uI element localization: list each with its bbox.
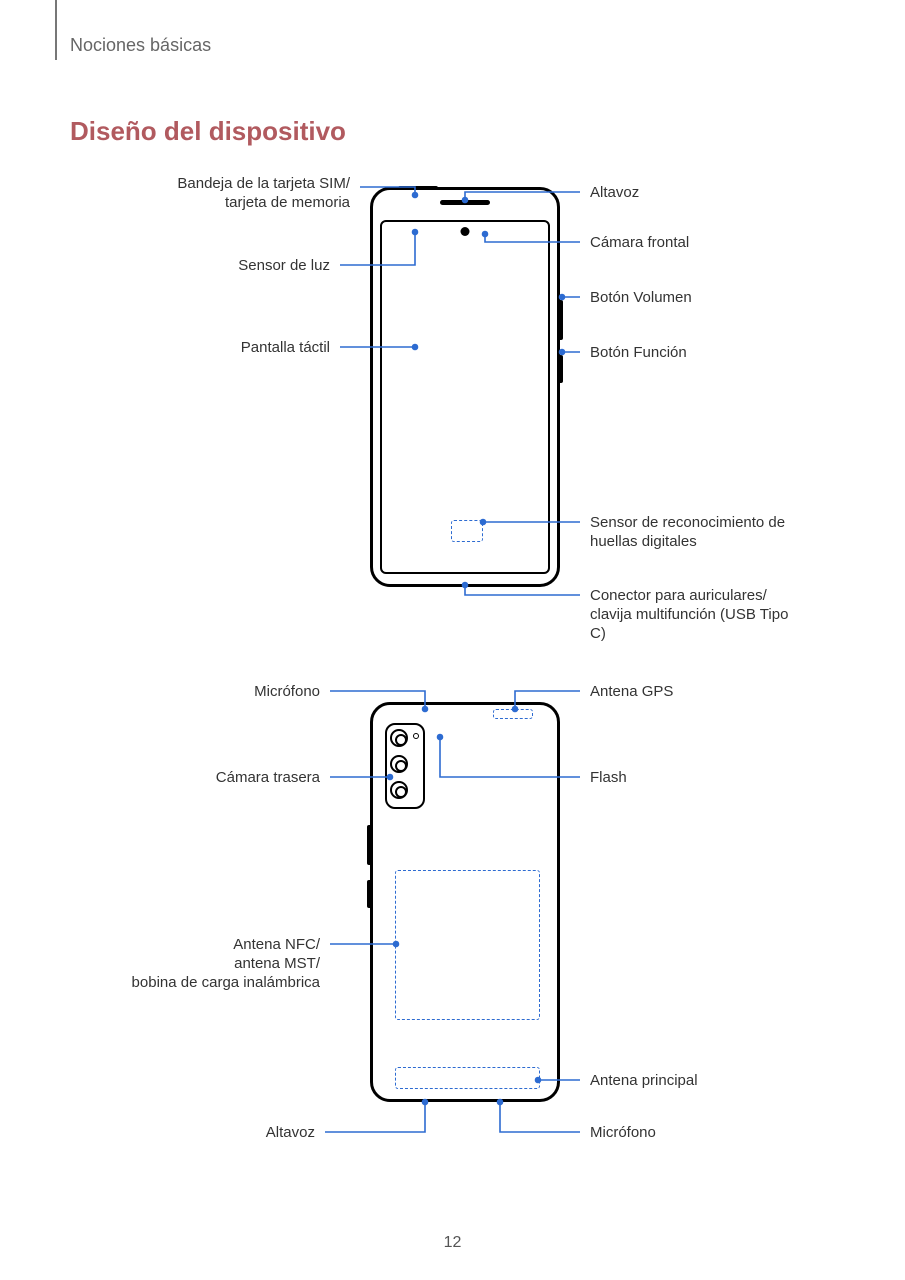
function-button-back-icon <box>367 880 373 908</box>
label-gps: Antena GPS <box>590 683 830 702</box>
fingerprint-sensor-icon <box>451 520 483 542</box>
phone-back <box>370 702 560 1102</box>
label-microphone-bottom: Micrófono <box>590 1124 830 1143</box>
label-speaker-back: Altavoz <box>70 1124 315 1143</box>
earpiece-icon <box>440 200 490 205</box>
rear-camera-module-icon <box>385 723 425 809</box>
rear-lens-icon <box>390 755 408 773</box>
page: Nociones básicas Diseño del dispositivo <box>0 0 905 1280</box>
label-usb: Conector para auriculares/clavija multif… <box>590 587 800 643</box>
breadcrumb: Nociones básicas <box>70 35 845 56</box>
label-volume-button: Botón Volumen <box>590 289 830 308</box>
label-touchscreen: Pantalla táctil <box>70 339 330 358</box>
label-main-antenna: Antena principal <box>590 1072 830 1091</box>
header-rule <box>55 0 57 60</box>
sim-slot-icon <box>398 186 438 190</box>
front-camera-icon <box>461 227 470 236</box>
gps-antenna-icon <box>493 709 533 719</box>
label-speaker-front: Altavoz <box>590 184 830 203</box>
volume-button-back-icon <box>367 825 373 865</box>
phone-front <box>370 187 560 587</box>
page-number: 12 <box>0 1234 905 1252</box>
diagram-area: Bandeja de la tarjeta SIM/tarjeta de mem… <box>70 157 850 1177</box>
function-button-icon <box>557 355 563 383</box>
label-light-sensor: Sensor de luz <box>70 257 330 276</box>
main-antenna-icon <box>395 1067 540 1089</box>
label-rear-camera: Cámara trasera <box>70 769 320 788</box>
rear-lens-icon <box>390 729 408 747</box>
nfc-area-icon <box>395 870 540 1020</box>
label-sim: Bandeja de la tarjeta SIM/tarjeta de mem… <box>70 175 350 213</box>
label-microphone-top: Micrófono <box>70 683 320 702</box>
rear-lens-icon <box>390 781 408 799</box>
flash-icon <box>413 733 419 739</box>
label-front-camera: Cámara frontal <box>590 234 830 253</box>
volume-button-icon <box>557 300 563 340</box>
label-flash: Flash <box>590 769 830 788</box>
section-title: Diseño del dispositivo <box>70 116 845 147</box>
label-function-button: Botón Función <box>590 344 830 363</box>
label-fingerprint: Sensor de reconocimiento de huellas digi… <box>590 514 790 552</box>
label-nfc: Antena NFC/antena MST/bobina de carga in… <box>70 936 320 992</box>
